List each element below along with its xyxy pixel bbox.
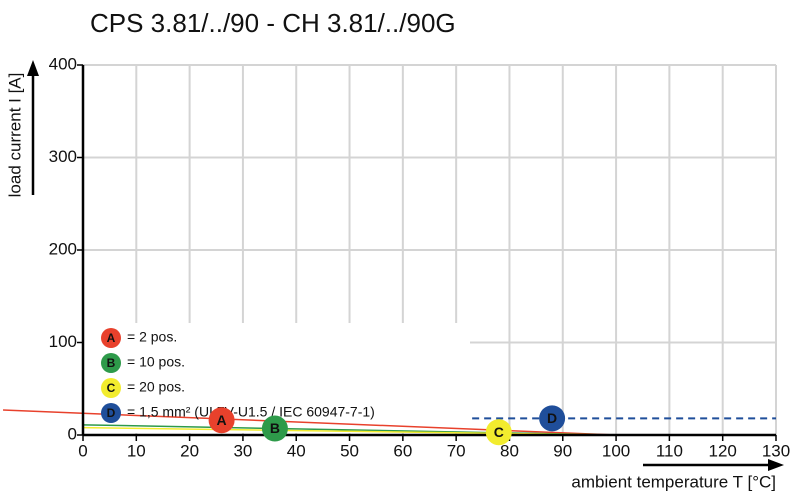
- marker-letter: B: [270, 420, 280, 436]
- legend-box: [84, 323, 470, 433]
- y-tick-label: 200: [49, 239, 77, 258]
- x-tick-label: 0: [78, 441, 87, 460]
- x-axis-label: ambient temperature T [°C]: [571, 472, 776, 491]
- x-tick-label: 60: [393, 441, 412, 460]
- x-tick-label: 20: [180, 441, 199, 460]
- legend-label: = 1,5 mm² (UL7V-U1.5 / IEC 60947-7-1): [127, 404, 375, 420]
- x-label-arrowhead: [768, 459, 784, 471]
- legend-badge: [101, 378, 121, 398]
- series-marker: [208, 407, 235, 434]
- y-tick-label: 300: [49, 147, 77, 166]
- series-marker: [485, 419, 512, 446]
- x-tick-label: 110: [656, 441, 683, 460]
- legend-label: = 10 pos.: [127, 354, 185, 370]
- x-tick-label: 50: [340, 441, 359, 460]
- y-axis-label: load current I [A]: [5, 73, 24, 198]
- x-tick-label: 100: [602, 441, 630, 460]
- x-tick-label: 10: [127, 441, 146, 460]
- legend-badge: [101, 353, 121, 373]
- chart-title: CPS 3.81/../90 - CH 3.81/../90G: [90, 8, 456, 38]
- legend-letter: A: [107, 331, 116, 345]
- y-tick-label: 0: [68, 424, 77, 443]
- marker-letter: C: [494, 424, 504, 440]
- series-marker: [261, 415, 288, 442]
- y-label-arrowhead: [27, 60, 39, 76]
- y-tick-label: 100: [49, 332, 77, 351]
- x-tick-label: 80: [500, 441, 519, 460]
- legend-label: = 2 pos.: [127, 329, 177, 345]
- x-tick-label: 130: [762, 441, 790, 460]
- x-tick-label: 40: [287, 441, 306, 460]
- y-tick-label: 400: [49, 54, 77, 73]
- x-tick-label: 70: [447, 441, 466, 460]
- series-marker: [539, 405, 566, 432]
- marker-letter: A: [217, 412, 227, 428]
- legend-label: = 20 pos.: [127, 379, 185, 395]
- legend-letter: C: [107, 381, 116, 395]
- legend-badge: [101, 328, 121, 348]
- x-tick-label: 120: [709, 441, 737, 460]
- legend-letter: D: [107, 406, 116, 420]
- marker-letter: D: [547, 410, 557, 426]
- legend-badge: [101, 403, 121, 423]
- legend-letter: B: [107, 356, 116, 370]
- x-tick-label: 30: [233, 441, 252, 460]
- x-tick-label: 90: [553, 441, 572, 460]
